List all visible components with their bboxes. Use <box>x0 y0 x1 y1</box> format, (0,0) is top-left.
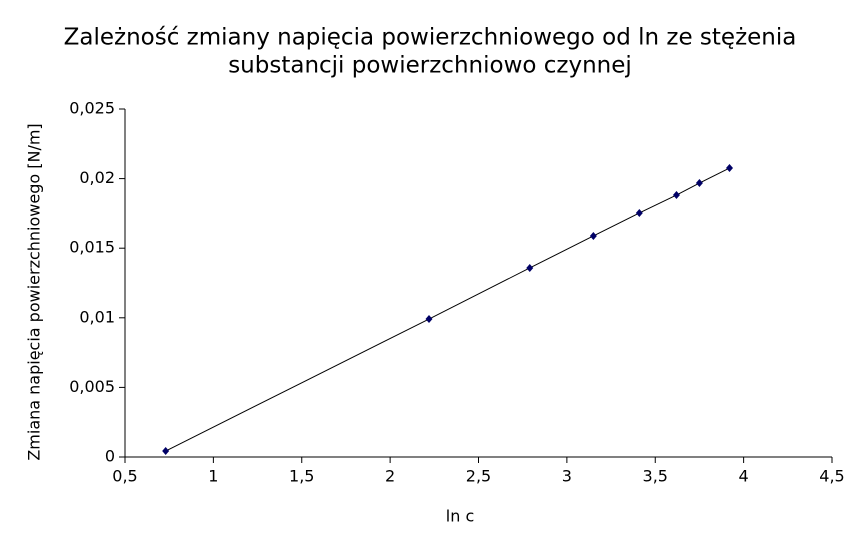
y-tick-label: 0,015 <box>69 238 115 257</box>
x-tick-label: 3,5 <box>643 467 668 486</box>
y-tick-label: 0,02 <box>79 168 115 187</box>
x-tick-label: 3 <box>562 467 572 486</box>
x-axis-label: ln c <box>446 507 474 526</box>
y-tick-label: 0,005 <box>69 377 115 396</box>
trend-line <box>165 167 730 452</box>
point <box>635 208 643 217</box>
y-tick-label: 0,01 <box>79 307 115 326</box>
y-tick-label: 0 <box>105 447 115 466</box>
point <box>695 179 703 188</box>
point <box>589 231 597 240</box>
y-axis-label: Zmiana napięcia powierzchniowego [N/m] <box>25 123 44 460</box>
x-tick-label: 2 <box>385 467 395 486</box>
x-tick-label: 2,5 <box>466 467 491 486</box>
x-tick-label: 4,5 <box>819 467 844 486</box>
point <box>162 447 170 456</box>
x-tick-label: 0,5 <box>112 467 137 486</box>
point <box>425 315 433 324</box>
chart-subtitle: substancji powierzchniowo czynnej <box>228 53 632 79</box>
x-tick-label: 4 <box>739 467 749 486</box>
chart-title: Zależność zmiany napięcia powierzchniowe… <box>64 25 797 51</box>
point <box>725 164 733 173</box>
y-tick-label: 0,025 <box>69 99 115 118</box>
x-tick-label: 1 <box>208 467 218 486</box>
x-tick-label: 1,5 <box>289 467 314 486</box>
point <box>672 191 680 200</box>
point <box>526 263 534 272</box>
